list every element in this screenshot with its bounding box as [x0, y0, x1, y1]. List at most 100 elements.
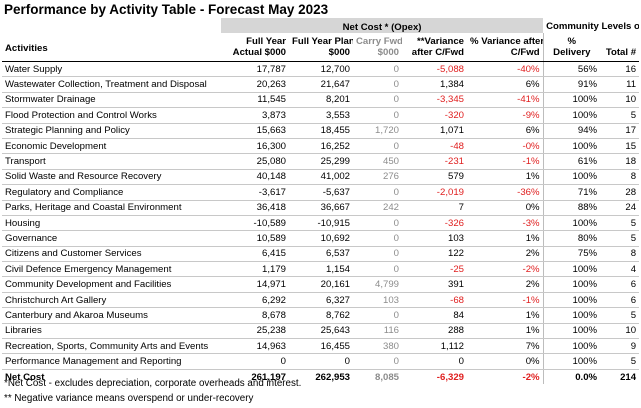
footnote-variance: ** Negative variance means overspend or …: [4, 393, 254, 404]
cell-delivery: 100%: [542, 323, 601, 340]
cell-total: 24: [600, 200, 640, 216]
cell-total: 8: [600, 169, 640, 186]
cell-carry: 0: [353, 307, 402, 324]
cell-total: 10: [600, 92, 640, 109]
cell-pct-var: -40%: [467, 61, 544, 78]
cell-variance: 288: [402, 323, 467, 340]
cell-variance: 122: [402, 246, 467, 263]
cell-activity: Stormwater Drainage: [2, 92, 221, 109]
cell-carry: 0: [353, 353, 402, 370]
cell-actual: 10,589: [221, 230, 289, 247]
cell-total: 16: [600, 61, 640, 78]
cell-actual: -3,617: [221, 184, 289, 201]
cell-total: 4: [600, 261, 640, 278]
cell-actual: 261,197: [221, 368, 289, 385]
table-row: Christchurch Art Gallery 6,292 6,327 103 -68…: [2, 292, 640, 309]
col-plan-header-line1: Full Year Plan: [292, 36, 353, 47]
cell-delivery: 100%: [542, 276, 601, 293]
cell-delivery: 91%: [542, 76, 601, 93]
cell-delivery: 88%: [542, 200, 601, 216]
cell-plan: 0: [289, 353, 353, 370]
table-row: Regulatory and Compliance -3,617 -5,637 0 -2…: [2, 184, 640, 201]
cell-plan: 21,647: [289, 76, 353, 93]
cell-activity: Governance: [2, 230, 221, 247]
table-row: Libraries 25,238 25,643 116 288 1% 100% 10: [2, 323, 640, 340]
cell-pct-var: -3%: [467, 215, 544, 232]
cell-pct-var: -1%: [467, 292, 544, 309]
cell-activity: Regulatory and Compliance: [2, 184, 221, 201]
table-row: Recreation, Sports, Community Arts and E…: [2, 338, 640, 355]
cell-total: 11: [600, 76, 640, 93]
cell-activity: Housing: [2, 215, 221, 232]
cell-variance: -5,088: [402, 61, 467, 78]
cell-pct-var: 2%: [467, 246, 544, 263]
net-cost-group-header: Net Cost * (Opex): [221, 18, 544, 33]
cell-variance: -320: [402, 107, 467, 124]
page-title: Performance by Activity Table - Forecast…: [4, 2, 329, 17]
cell-carry: 450: [353, 153, 402, 170]
cell-activity: Wastewater Collection, Treatment and Dis…: [2, 76, 221, 93]
cell-plan: 6,537: [289, 246, 353, 263]
cell-pct-var: 0%: [467, 353, 544, 370]
cell-activity: Libraries: [2, 323, 221, 340]
cell-plan: 25,299: [289, 153, 353, 170]
cell-carry: 0: [353, 107, 402, 124]
table-row: Strategic Planning and Policy 15,663 18,45…: [2, 123, 640, 139]
cell-pct-var: 2%: [467, 276, 544, 293]
col-variance-header-line1: **Variance: [417, 36, 464, 47]
cell-pct-var: -2%: [467, 261, 544, 278]
cell-actual: 3,873: [221, 107, 289, 124]
cell-actual: 8,678: [221, 307, 289, 324]
cell-total: 5: [600, 307, 640, 324]
cell-actual: -10,589: [221, 215, 289, 232]
cell-activity: Recreation, Sports, Community Arts and E…: [2, 338, 221, 355]
cell-pct-var: -36%: [467, 184, 544, 201]
cell-activity: Water Supply: [2, 61, 221, 78]
cell-carry: 0: [353, 230, 402, 247]
table-row: Canterbury and Akaroa Museums 8,678 8,762 0…: [2, 307, 640, 324]
col-actual-header-line2: Actual $000: [221, 47, 289, 62]
cell-carry: 242: [353, 200, 402, 216]
cell-carry: 0: [353, 184, 402, 201]
cell-actual: 14,971: [221, 276, 289, 293]
cell-delivery: 61%: [542, 153, 601, 170]
cell-pct-var: -1%: [467, 153, 544, 170]
cell-carry: 0: [353, 246, 402, 263]
table-row: Governance 10,589 10,692 0 103 1% 80% 5: [2, 230, 640, 247]
cell-total: 28: [600, 184, 640, 201]
cell-activity: Citizens and Customer Services: [2, 246, 221, 263]
cell-variance: -326: [402, 215, 467, 232]
cell-variance: -3,345: [402, 92, 467, 109]
col-actual-header-line1: Full Year: [246, 36, 286, 47]
cell-pct-var: -2%: [467, 368, 544, 385]
cell-actual: 36,418: [221, 200, 289, 216]
cell-activity: Net Cost: [2, 368, 221, 385]
table-row: Solid Waste and Resource Recovery 40,148 4…: [2, 169, 640, 186]
cell-actual: 40,148: [221, 169, 289, 186]
cell-variance: 1,112: [402, 338, 467, 355]
cell-actual: 11,545: [221, 92, 289, 109]
cell-plan: 25,643: [289, 323, 353, 340]
cell-plan: 10,692: [289, 230, 353, 247]
cell-variance: -25: [402, 261, 467, 278]
cell-delivery: 56%: [542, 61, 601, 78]
cell-pct-var: 1%: [467, 323, 544, 340]
cell-delivery: 94%: [542, 123, 601, 139]
cell-variance: 391: [402, 276, 467, 293]
cell-delivery: 71%: [542, 184, 601, 201]
cell-activity: Flood Protection and Control Works: [2, 107, 221, 124]
table-row: Wastewater Collection, Treatment and Dis…: [2, 76, 640, 93]
cell-variance: -48: [402, 138, 467, 155]
cell-total: 5: [600, 215, 640, 232]
cell-total: 214: [600, 368, 640, 385]
cell-total: 17: [600, 123, 640, 139]
col-total-header: Total #: [600, 47, 640, 62]
cell-total: 6: [600, 276, 640, 293]
cell-actual: 20,263: [221, 76, 289, 93]
cell-carry: 0: [353, 138, 402, 155]
cell-activity: Performance Management and Reporting: [2, 353, 221, 370]
community-group-header: Community Levels of Service: [546, 21, 640, 32]
table-row: Stormwater Drainage 11,545 8,201 0 -3,345 -41…: [2, 92, 640, 109]
cell-delivery: 100%: [542, 92, 601, 109]
cell-activity: Parks, Heritage and Coastal Environment: [2, 200, 221, 216]
